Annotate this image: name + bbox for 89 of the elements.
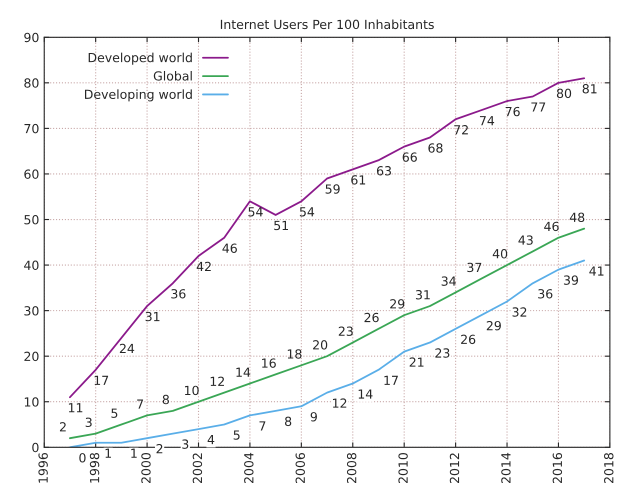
data-label: 77 [531,102,546,112]
data-label: 76 [506,106,520,116]
data-label: 1 [106,448,111,458]
x-tick-label: 2002 [192,453,202,484]
data-label: 80 [556,88,572,98]
data-label: 14 [358,389,373,399]
data-label: 12 [210,376,224,386]
data-label: 5 [234,430,240,440]
x-tick-label: 1998 [90,453,100,483]
x-tick-label: 2008 [346,453,356,484]
data-label: 24 [120,344,134,354]
data-label: 26 [461,334,476,344]
data-label: 12 [332,398,346,408]
data-label: 18 [288,349,302,359]
data-label: 37 [467,262,482,272]
x-tick-label: 2004 [244,452,254,484]
x-tick-label: 2018 [604,453,614,484]
data-label: 29 [486,320,501,330]
data-label: 54 [300,207,314,217]
data-label: 8 [285,416,292,426]
data-label: 16 [262,358,276,368]
data-label: 3 [182,439,188,449]
legend-label: Developing world [85,89,192,102]
data-label: 74 [480,116,494,126]
y-tick-label: 20 [24,352,39,362]
data-label: 31 [146,312,160,322]
data-label: 61 [351,175,366,185]
data-label: 7 [137,400,144,409]
data-label: 17 [384,376,398,385]
x-tick-label: 1996 [38,452,48,483]
x-tick-label: 2012 [450,453,460,484]
data-label: 11 [68,403,82,412]
data-label: 36 [171,289,186,299]
data-label: 20 [313,340,328,350]
chart-title: Internet Users Per 100 Inhabitants [220,19,434,30]
y-tick-label: 80 [24,78,39,88]
data-label: 34 [442,276,456,286]
y-tick-label: 70 [24,124,39,134]
data-label: 59 [326,184,340,194]
data-label: 2 [60,422,66,432]
data-label: 46 [544,222,559,232]
data-label: 17 [94,376,108,385]
data-label: 26 [364,312,379,322]
data-label: 39 [564,275,578,285]
data-label: 72 [454,125,468,134]
data-label: 23 [435,348,450,358]
data-label: 31 [416,290,430,300]
data-label: 63 [376,166,391,176]
data-label: 0 [79,453,86,463]
data-label: 66 [402,152,417,162]
data-label: 23 [338,326,353,336]
y-tick-label: 0 [32,442,39,452]
y-tick-label: 90 [24,32,39,42]
x-tick-label: 2000 [141,452,151,484]
data-label: 7 [259,421,266,430]
data-label: 29 [390,299,404,309]
data-label: 4 [208,435,214,444]
data-label: 5 [111,408,118,418]
x-tick-label: 2016 [552,452,562,484]
data-label: 1 [131,448,137,458]
data-label: 32 [512,307,526,317]
y-tick-label: 30 [24,306,39,316]
data-label: 9 [310,412,317,422]
y-tick-label: 40 [24,260,39,270]
data-label: 43 [518,235,533,245]
data-label: 21 [410,357,424,367]
data-label: 42 [196,262,211,272]
legend-label: Global [154,70,192,81]
data-label: 54 [248,207,263,217]
data-label: 40 [492,249,508,258]
data-label: 46 [222,244,237,253]
data-label: 81 [582,84,597,94]
data-label: 51 [274,220,288,230]
data-label: 2 [156,444,162,454]
y-tick-label: 50 [24,214,39,224]
data-label: 10 [184,386,199,396]
data-label: 14 [236,368,250,377]
data-label: 41 [589,266,604,276]
data-label: 3 [86,418,92,428]
legend-label: Developed world [88,52,192,65]
y-tick-label: 60 [24,169,39,179]
data-label: 8 [162,394,169,404]
data-label: 36 [538,289,552,299]
data-label: 68 [428,143,443,153]
data-label: 48 [570,212,584,222]
x-tick-label: 2014 [501,452,511,484]
x-tick-label: 2010 [398,452,408,484]
x-tick-label: 2006 [296,452,305,484]
y-tick-label: 10 [24,397,39,407]
